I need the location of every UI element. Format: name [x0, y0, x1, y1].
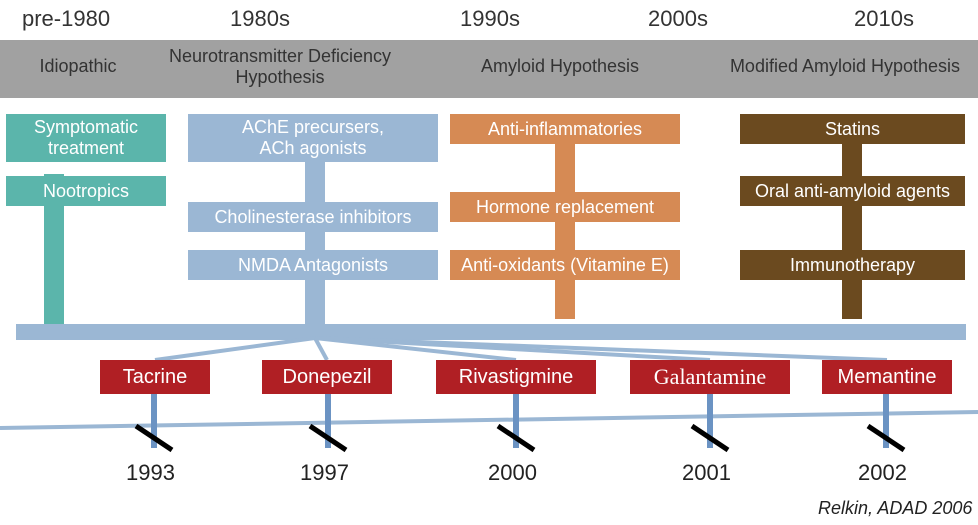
trunk	[16, 324, 966, 340]
drug-box-0: Tacrine	[100, 360, 210, 394]
column-1-box-1: Cholinesterase inhibitors	[188, 202, 438, 232]
decade-label-4: 2010s	[854, 6, 914, 32]
drug-year-2: 2000	[488, 460, 537, 486]
drug-box-1: Donepezil	[262, 360, 392, 394]
era-label-3: Modified Amyloid Hypothesis	[720, 56, 970, 77]
drug-year-0: 1993	[126, 460, 175, 486]
decade-label-0: pre-1980	[22, 6, 110, 32]
era-label-1: Neurotransmitter Deficiency Hypothesis	[150, 46, 410, 88]
era-label-2: Amyloid Hypothesis	[445, 56, 675, 77]
column-1-box-2: NMDA Antagonists	[188, 250, 438, 280]
column-2-box-0: Anti-inflammatories	[450, 114, 680, 144]
decade-label-2: 1990s	[460, 6, 520, 32]
column-3-box-1: Oral anti-amyloid agents	[740, 176, 965, 206]
column-1-box-0: AChE precursers, ACh agonists	[188, 114, 438, 162]
drug-year-3: 2001	[682, 460, 731, 486]
drug-year-1: 1997	[300, 460, 349, 486]
drug-box-2: Rivastigmine	[436, 360, 596, 394]
citation: Relkin, ADAD 2006	[818, 498, 972, 519]
drug-box-3: Galantamine	[630, 360, 790, 394]
column-3-stem	[842, 114, 862, 319]
decade-label-3: 2000s	[648, 6, 708, 32]
column-3-box-2: Immunotherapy	[740, 250, 965, 280]
drug-year-4: 2002	[858, 460, 907, 486]
column-0-box-0: Symptomatic treatment	[6, 114, 166, 162]
column-2-box-2: Anti-oxidants (Vitamine E)	[450, 250, 680, 280]
era-label-0: Idiopathic	[18, 56, 138, 77]
column-3-box-0: Statins	[740, 114, 965, 144]
decade-label-1: 1980s	[230, 6, 290, 32]
column-0-box-1: Nootropics	[6, 176, 166, 206]
diagram-root: pre-1980 1980s 1990s 2000s 2010s Idiopathic Ne…	[0, 0, 978, 525]
column-2-box-1: Hormone replacement	[450, 192, 680, 222]
drug-box-4: Memantine	[822, 360, 952, 394]
